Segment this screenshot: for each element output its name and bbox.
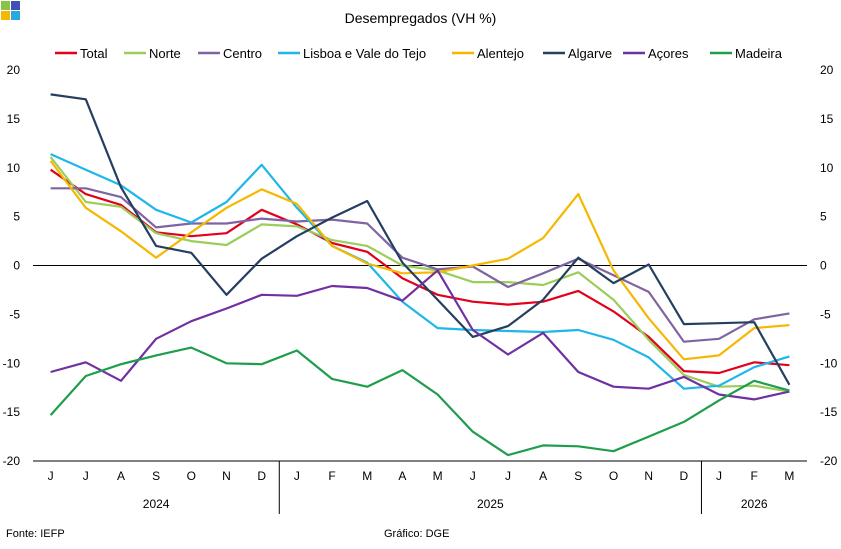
y-tick-label-left: -10: [3, 356, 21, 370]
x-tick-label: N: [644, 469, 653, 483]
legend-label-6: Algarve: [568, 46, 612, 61]
x-tick-label: J: [716, 469, 722, 483]
x-tick-label: J: [294, 469, 300, 483]
chart-title: Desempregados (VH %): [344, 10, 497, 26]
x-tick-label: M: [784, 469, 794, 483]
x-tick-label: J: [505, 469, 511, 483]
x-tick-label: A: [539, 469, 547, 483]
logo-square-3: [1, 11, 10, 20]
series-line-4: [50, 153, 790, 390]
x-tick-label: J: [470, 469, 476, 483]
x-tick-label: F: [328, 469, 335, 483]
legend-label-8: Madeira: [735, 46, 783, 61]
y-tick-label-left: 20: [7, 63, 21, 77]
x-tick-label: O: [187, 469, 196, 483]
x-tick-label: M: [433, 469, 443, 483]
x-tick-label: O: [609, 469, 618, 483]
legend-label-2: Norte: [149, 46, 181, 61]
legend-label-5: Alentejo: [477, 46, 524, 61]
graphic-credit: Gráfico: DGE: [384, 528, 450, 540]
x-tick-label: J: [83, 469, 89, 483]
year-label: 2024: [143, 497, 170, 511]
x-tick-label: S: [574, 469, 582, 483]
y-tick-label-left: 15: [7, 112, 21, 126]
x-tick-label: M: [362, 469, 372, 483]
x-tick-label: N: [222, 469, 231, 483]
series-line-1: [49, 168, 790, 375]
x-tick-label: J: [48, 469, 54, 483]
y-tick-label-right: -20: [820, 454, 838, 468]
y-tick-label-left: -5: [9, 307, 20, 321]
y-tick-label-left: -20: [3, 454, 21, 468]
y-tick-label-right: -10: [820, 356, 838, 370]
series-line-7: [50, 269, 790, 401]
x-tick-label: D: [680, 469, 689, 483]
series-line-5: [49, 160, 790, 361]
series-line-8: [49, 346, 790, 457]
legend-label-7: Açores: [648, 46, 689, 61]
logo-square-4: [11, 11, 20, 20]
y-tick-label-right: 20: [820, 63, 834, 77]
y-tick-label-right: 5: [820, 210, 827, 224]
logo: [0, 0, 20, 20]
y-tick-label-left: -15: [3, 405, 21, 419]
legend-label-1: Total: [80, 46, 108, 61]
legend-label-3: Centro: [223, 46, 262, 61]
x-tick-label: D: [257, 469, 266, 483]
x-tick-label: F: [751, 469, 758, 483]
year-label: 2025: [477, 497, 504, 511]
y-tick-label-right: 0: [820, 259, 827, 273]
y-tick-label-right: 10: [820, 161, 834, 175]
y-tick-label-right: -5: [820, 307, 831, 321]
logo-square-2: [11, 1, 20, 10]
y-tick-label-right: -15: [820, 405, 838, 419]
logo-square-1: [1, 1, 10, 10]
x-tick-label: S: [152, 469, 160, 483]
y-tick-label-left: 10: [7, 161, 21, 175]
x-tick-label: A: [117, 469, 125, 483]
legend-label-4: Lisboa e Vale do Tejo: [303, 46, 426, 61]
x-tick-label: A: [398, 469, 406, 483]
series-line-3: [50, 187, 790, 343]
source-note: Fonte: IEFP: [6, 528, 65, 540]
y-tick-label-left: 5: [13, 210, 20, 224]
y-tick-label-left: 0: [13, 259, 20, 273]
y-tick-label-right: 15: [820, 112, 834, 126]
series-line-6: [50, 93, 791, 386]
series-line-2: [49, 156, 790, 393]
year-label: 2026: [741, 497, 768, 511]
